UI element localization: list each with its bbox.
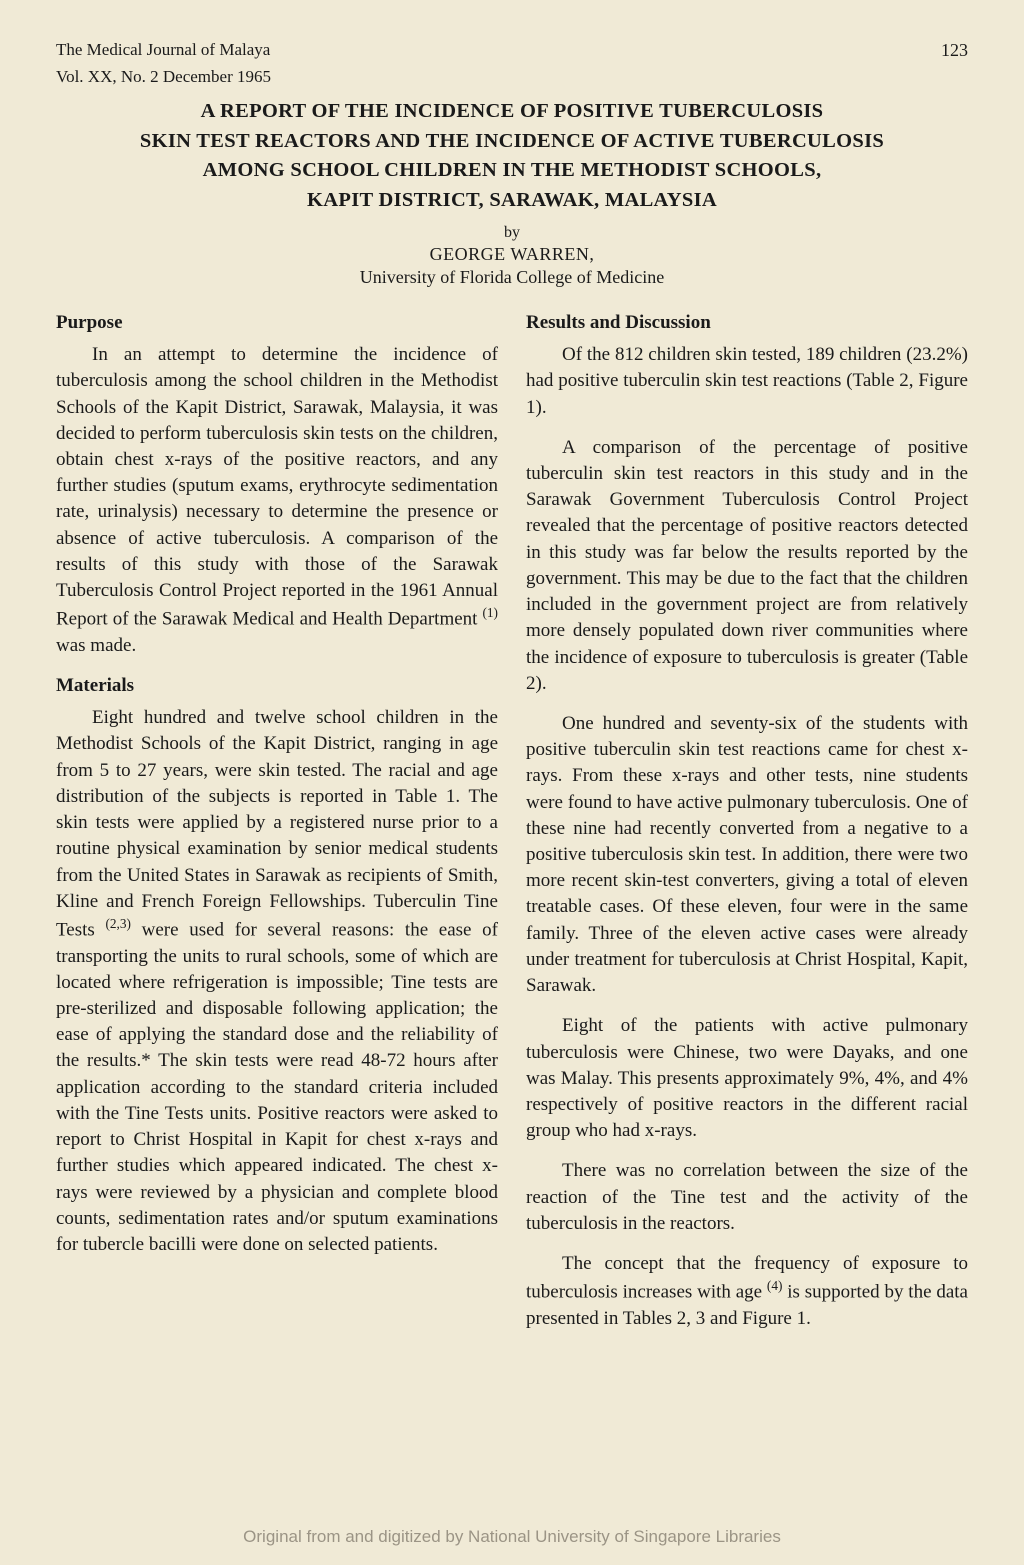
results-p1: Of the 812 children skin tested, 189 chi… bbox=[526, 342, 968, 421]
results-p3: One hundred and seventy-six of the stude… bbox=[526, 711, 968, 999]
citation-2-3: (2,3) bbox=[105, 916, 130, 931]
title-line-1: A REPORT OF THE INCIDENCE OF POSITIVE TU… bbox=[201, 100, 824, 122]
materials-text-a: Eight hundred and twelve school children… bbox=[56, 707, 498, 940]
results-p4: Eight of the patients with active pulmon… bbox=[526, 1013, 968, 1144]
materials-paragraph: Eight hundred and twelve school children… bbox=[56, 705, 498, 1258]
article-title: A REPORT OF THE INCIDENCE OF POSITIVE TU… bbox=[76, 97, 948, 216]
page: The Medical Journal of Malaya 123 Vol. X… bbox=[0, 0, 1024, 1565]
purpose-text: In an attempt to determine the incidence… bbox=[56, 344, 498, 630]
two-column-body: Purpose In an attempt to determine the i… bbox=[56, 306, 968, 1346]
results-p5: There was no correlation between the siz… bbox=[526, 1158, 968, 1237]
journal-name: The Medical Journal of Malaya bbox=[56, 40, 270, 60]
purpose-text-tail: was made. bbox=[56, 635, 136, 656]
right-column: Results and Discussion Of the 812 childr… bbox=[526, 306, 968, 1346]
author-name: GEORGE WARREN, bbox=[56, 244, 968, 265]
title-line-2: SKIN TEST REACTORS AND THE INCIDENCE OF … bbox=[140, 130, 884, 152]
results-p2: A comparison of the percentage of positi… bbox=[526, 435, 968, 697]
byline: by bbox=[56, 224, 968, 242]
materials-text-b: were used for several reasons: the ease … bbox=[56, 919, 498, 1255]
citation-1: (1) bbox=[482, 605, 498, 620]
header-row: The Medical Journal of Malaya 123 bbox=[56, 40, 968, 61]
volume-info: Vol. XX, No. 2 December 1965 bbox=[56, 67, 968, 87]
materials-heading: Materials bbox=[56, 673, 498, 699]
author-affiliation: University of Florida College of Medicin… bbox=[56, 267, 968, 288]
citation-4: (4) bbox=[767, 1278, 783, 1293]
title-line-3: AMONG SCHOOL CHILDREN IN THE METHODIST S… bbox=[203, 159, 822, 181]
results-heading: Results and Discussion bbox=[526, 310, 968, 336]
results-p6: The concept that the frequency of exposu… bbox=[526, 1251, 968, 1332]
page-number: 123 bbox=[941, 40, 968, 61]
left-column: Purpose In an attempt to determine the i… bbox=[56, 306, 498, 1346]
purpose-heading: Purpose bbox=[56, 310, 498, 336]
purpose-paragraph: In an attempt to determine the incidence… bbox=[56, 342, 498, 659]
title-line-4: KAPIT DISTRICT, SARAWAK, MALAYSIA bbox=[307, 189, 717, 211]
digitization-footer: Original from and digitized by National … bbox=[0, 1527, 1024, 1547]
